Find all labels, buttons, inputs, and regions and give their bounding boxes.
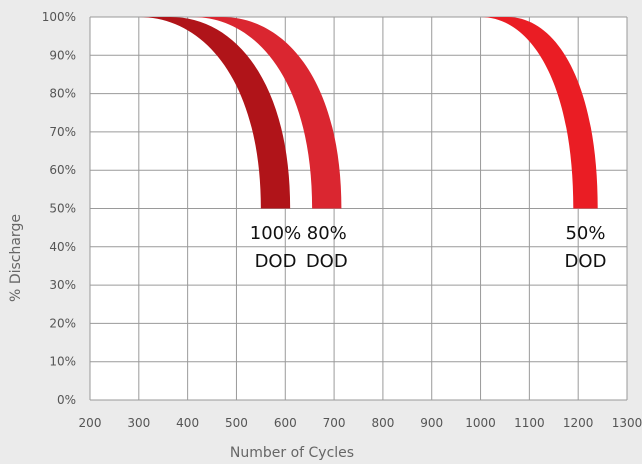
x-tick-label: 900 [420,416,443,430]
y-tick-label: 30% [49,278,76,292]
x-axis-label: Number of Cycles [230,445,354,461]
x-tick-label: 800 [371,416,394,430]
y-tick-label: 90% [49,48,76,62]
x-tick-label: 700 [323,416,346,430]
band-3 [480,17,598,209]
x-tick-label: 600 [274,416,297,430]
band-label: 50% [565,223,605,244]
y-tick-label: 10% [49,355,76,369]
band-label: DOD [255,251,297,272]
y-tick-label: 50% [49,202,76,216]
y-tick-label: 80% [49,87,76,101]
x-tick-label: 400 [176,416,199,430]
x-tick-label: 200 [79,416,102,430]
band-label: DOD [306,251,348,272]
band-1 [138,17,291,209]
y-tick-label: 40% [49,240,76,254]
x-tick-label: 1000 [465,416,496,430]
y-tick-label: 100% [42,10,76,24]
x-tick-label: 500 [225,416,248,430]
y-tick-labels: 0% 10% 20% 30% 40% 50% 60% 70% 80% 90% 100% [42,10,76,407]
band-2 [192,17,342,209]
y-axis-label: % Discharge [8,214,24,302]
band-label: 80% [307,223,347,244]
band-label: DOD [565,251,607,272]
bands [138,17,598,209]
y-tick-label: 60% [49,163,76,177]
y-tick-label: 70% [49,125,76,139]
x-tick-label: 1100 [514,416,545,430]
y-tick-label: 20% [49,316,76,330]
band-label: 100% [250,223,301,244]
y-tick-label: 0% [57,393,76,407]
x-tick-label: 1300 [612,416,642,430]
x-tick-label: 1200 [563,416,594,430]
x-tick-labels: 200 300 400 500 600 700 800 900 1000 1100 1200 1300 [79,416,642,430]
x-tick-label: 300 [127,416,150,430]
